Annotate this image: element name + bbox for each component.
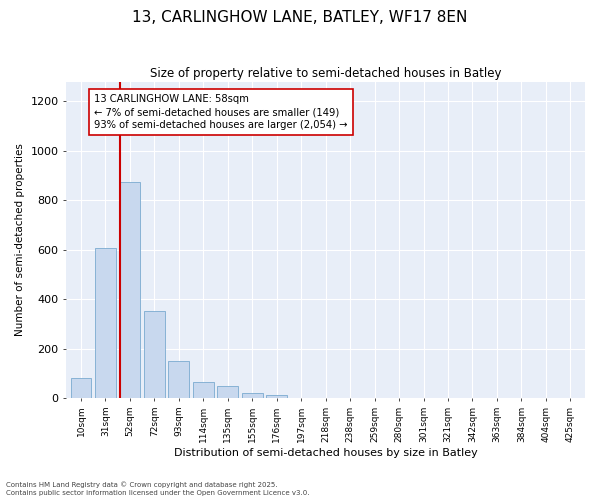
Bar: [119, 182, 140, 398]
Bar: [144, 312, 165, 398]
Bar: [217, 386, 238, 398]
Bar: [266, 394, 287, 398]
X-axis label: Distribution of semi-detached houses by size in Batley: Distribution of semi-detached houses by …: [174, 448, 478, 458]
Bar: [71, 378, 91, 398]
Bar: [95, 248, 116, 398]
Bar: [242, 394, 263, 398]
Text: Contains public sector information licensed under the Open Government Licence v3: Contains public sector information licen…: [6, 490, 310, 496]
Text: Contains HM Land Registry data © Crown copyright and database right 2025.: Contains HM Land Registry data © Crown c…: [6, 481, 277, 488]
Text: 13 CARLINGHOW LANE: 58sqm
← 7% of semi-detached houses are smaller (149)
93% of : 13 CARLINGHOW LANE: 58sqm ← 7% of semi-d…: [94, 94, 348, 130]
Y-axis label: Number of semi-detached properties: Number of semi-detached properties: [15, 144, 25, 336]
Text: 13, CARLINGHOW LANE, BATLEY, WF17 8EN: 13, CARLINGHOW LANE, BATLEY, WF17 8EN: [133, 10, 467, 25]
Bar: [169, 361, 189, 398]
Bar: [193, 382, 214, 398]
Title: Size of property relative to semi-detached houses in Batley: Size of property relative to semi-detach…: [150, 68, 502, 80]
